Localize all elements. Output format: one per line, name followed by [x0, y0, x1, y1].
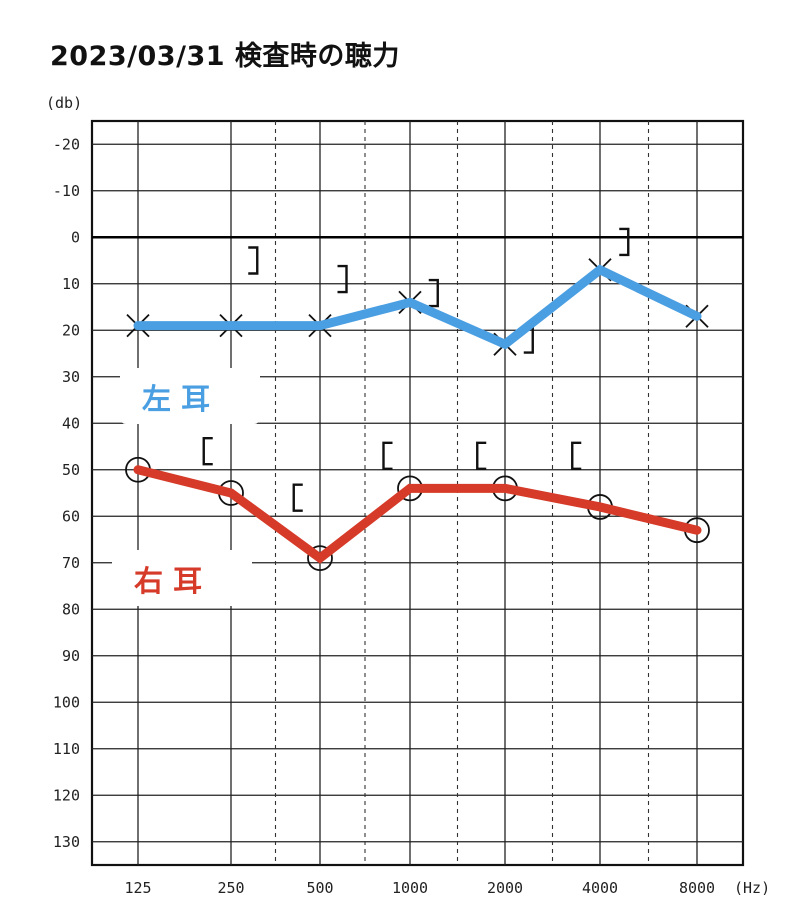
y-tick-label: 10 — [62, 275, 80, 293]
chart-title: 2023/03/31 検査時の聴力 — [50, 41, 400, 72]
series-label-background — [120, 368, 260, 424]
x-tick-label: 250 — [217, 879, 244, 897]
y-tick-label: 20 — [62, 321, 80, 339]
y-tick-label: 110 — [53, 740, 80, 758]
y-tick-label: 130 — [53, 833, 80, 851]
bone-conduction-left-marker — [337, 264, 348, 294]
x-tick-label: 8000 — [679, 879, 715, 897]
left-ear-label: 左 耳 — [142, 382, 210, 416]
plot-frame — [90, 119, 745, 867]
bone-conduction-right-marker — [476, 441, 487, 470]
x-tick-label: 500 — [306, 879, 333, 897]
bone-conduction-left-marker — [619, 227, 630, 257]
x-tick-label: 125 — [124, 879, 151, 897]
x-tick-label: 4000 — [582, 879, 618, 897]
y-axis-unit: (db) — [46, 94, 82, 112]
bone-conduction-right-marker — [382, 441, 393, 470]
y-tick-label: 50 — [62, 461, 80, 479]
y-tick-label: -20 — [53, 135, 80, 153]
right-ear-line — [133, 465, 702, 564]
y-tick-label: 30 — [62, 368, 80, 386]
y-tick-label: 0 — [71, 228, 80, 246]
x-tick-label: 1000 — [392, 879, 428, 897]
y-tick-label: 80 — [62, 600, 80, 618]
left-ear-line — [133, 264, 702, 350]
right-ear-label: 右 耳 — [134, 564, 202, 598]
bone-conduction-right-marker — [571, 441, 582, 470]
bone-conduction-right-marker — [202, 436, 213, 466]
y-tick-label: 70 — [62, 554, 80, 572]
bone-conduction-right-marker — [292, 483, 303, 512]
y-tick-label: 60 — [62, 507, 80, 525]
bone-conduction-left-marker — [428, 278, 439, 308]
y-tick-label: 90 — [62, 647, 80, 665]
y-tick-label: 100 — [53, 693, 80, 711]
right-ear-circle-marker — [307, 545, 333, 571]
y-tick-label: -10 — [53, 182, 80, 200]
x-axis-unit: (Hz) — [734, 879, 770, 897]
x-tick-label: 2000 — [487, 879, 523, 897]
y-tick-label: 120 — [53, 786, 80, 804]
series-label-background — [112, 550, 252, 606]
y-tick-label: 40 — [62, 414, 80, 432]
bone-conduction-left-marker — [248, 246, 259, 275]
